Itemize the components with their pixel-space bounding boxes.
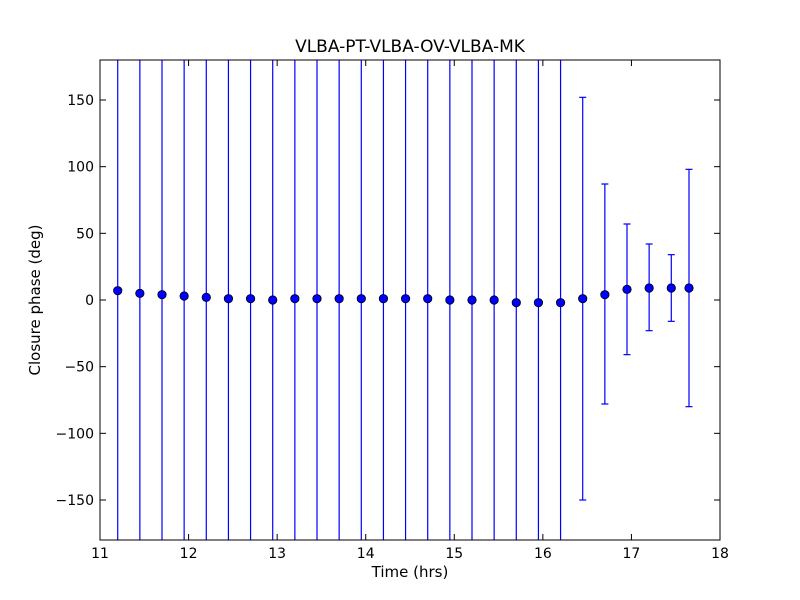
data-point — [622, 284, 632, 294]
data-point — [135, 288, 145, 298]
data-point — [268, 295, 278, 305]
y-axis-label: Closure phase (deg) — [26, 225, 44, 376]
data-point — [555, 298, 566, 308]
x-tick-label: 14 — [357, 546, 375, 562]
data-point — [179, 291, 189, 301]
plot-marks — [113, 60, 694, 540]
x-tick-label: 17 — [623, 546, 641, 562]
y-tick-label: −100 — [56, 426, 94, 442]
x-tick-label: 13 — [268, 546, 286, 562]
data-point — [423, 294, 433, 304]
data-point — [356, 294, 366, 304]
data-point — [467, 295, 477, 305]
data-point — [445, 295, 455, 305]
x-tick-label: 15 — [445, 546, 463, 562]
y-tick-label: 150 — [67, 93, 94, 109]
x-tick-label: 18 — [711, 546, 729, 562]
x-tick-label: 11 — [91, 546, 109, 562]
data-point — [334, 294, 344, 304]
chart-title: VLBA-PT-VLBA-OV-VLBA-MK — [295, 37, 526, 57]
y-tick-label: 100 — [67, 160, 94, 176]
data-point — [312, 294, 322, 304]
data-point — [223, 294, 234, 304]
data-point — [157, 290, 167, 300]
x-axis-label: Time (hrs) — [371, 563, 449, 581]
data-point — [578, 294, 588, 304]
y-tick-label: −50 — [64, 360, 94, 376]
y-tick-label: −150 — [56, 493, 94, 509]
data-point — [489, 295, 499, 305]
data-point — [533, 298, 544, 308]
data-point — [684, 283, 694, 293]
data-point — [644, 283, 654, 293]
data-point — [666, 283, 676, 293]
axes: 11 12 13 14 15 16 17 18 −150 −100 −50 0 50 100 150 — [56, 59, 729, 562]
data-point — [378, 294, 389, 304]
x-tick-label: 12 — [180, 546, 198, 562]
y-tick-label: 0 — [85, 293, 94, 309]
x-tick-label: 16 — [534, 546, 552, 562]
data-point — [511, 298, 521, 308]
data-point — [400, 294, 411, 304]
data-point — [600, 290, 610, 300]
data-point — [245, 294, 256, 304]
data-point — [290, 294, 300, 304]
y-tick-label: 50 — [76, 226, 94, 242]
plot-area — [113, 60, 694, 540]
data-point — [201, 292, 211, 302]
data-point — [113, 286, 123, 296]
